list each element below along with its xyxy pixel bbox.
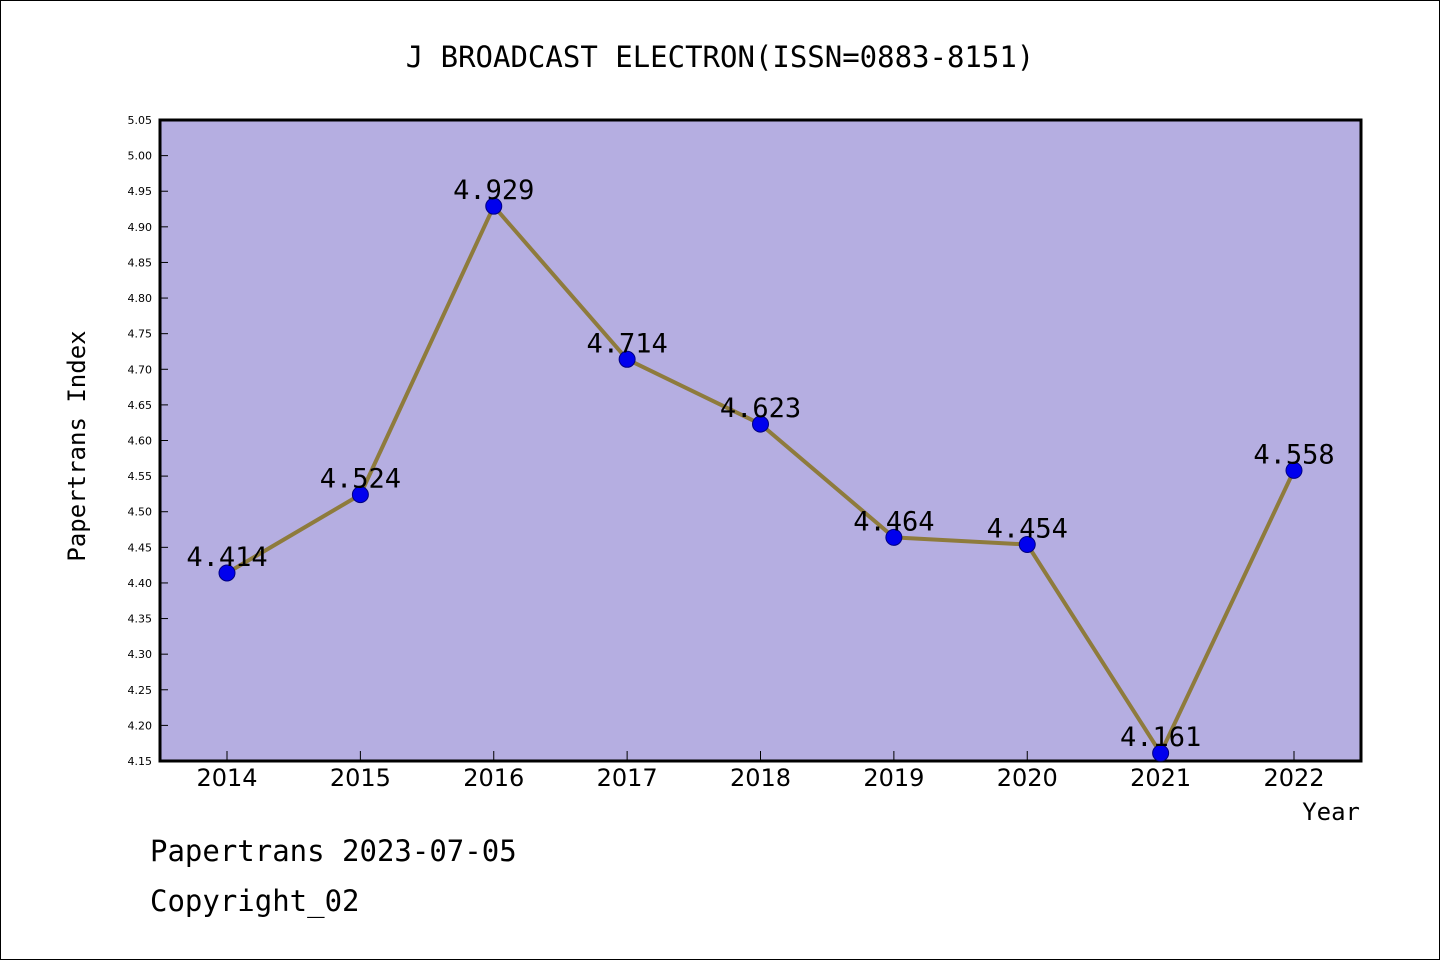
data-label: 4.623 xyxy=(720,393,801,424)
y-axis: 4.15 4.20 4.25 4.30 4.35 4.40 4.45 4.50 4.55 4.60… xyxy=(128,114,168,768)
data-label: 4.558 xyxy=(1253,439,1334,470)
plot-area xyxy=(158,118,1363,763)
x-axis: 2014 2015 2016 2017 2018 2019 2020 2021 2022 xyxy=(196,751,1325,792)
y-tick-label: 4.50 xyxy=(128,506,153,519)
data-label: 4.524 xyxy=(320,464,401,495)
y-tick-label: 4.95 xyxy=(128,185,153,198)
data-point xyxy=(752,415,769,433)
y-tick-label: 4.20 xyxy=(128,719,153,732)
y-tick-label: 4.40 xyxy=(128,577,153,590)
y-tick-label: 4.55 xyxy=(128,470,153,483)
data-point xyxy=(485,197,503,215)
y-tick-label: 5.05 xyxy=(128,114,153,127)
y-tick-label: 4.35 xyxy=(128,613,153,626)
data-point xyxy=(1018,535,1036,553)
x-tick-label: 2022 xyxy=(1263,764,1324,792)
x-tick-label: 2015 xyxy=(330,764,391,792)
data-points xyxy=(218,197,1303,762)
data-point xyxy=(618,350,636,368)
data-point xyxy=(1285,461,1303,479)
data-labels: 4.414 4.524 4.929 4.714 4.623 4.464 4.454 4.161… xyxy=(186,175,1334,753)
data-label: 4.161 xyxy=(1120,722,1201,753)
y-tick-label: 4.70 xyxy=(128,363,153,376)
data-label: 4.454 xyxy=(987,513,1068,544)
x-axis-label: Year xyxy=(1302,798,1360,826)
y-tick-label: 4.80 xyxy=(128,292,153,305)
data-point xyxy=(218,564,236,582)
y-tick-label: 4.60 xyxy=(128,435,153,448)
footer-copyright: Copyright_02 xyxy=(150,884,360,918)
y-tick-label: 4.30 xyxy=(128,648,153,661)
data-point xyxy=(1152,744,1170,762)
x-tick-label: 2018 xyxy=(730,764,791,792)
data-label: 4.714 xyxy=(586,328,667,359)
x-tick-label: 2014 xyxy=(196,764,257,792)
chart-title: J BROADCAST ELECTRON(ISSN=0883-8151) xyxy=(406,40,1035,74)
x-tick-label: 2021 xyxy=(1130,764,1191,792)
data-label: 4.414 xyxy=(186,542,267,573)
y-tick-label: 4.75 xyxy=(128,328,153,341)
x-tick-label: 2017 xyxy=(597,764,658,792)
footer-date: Papertrans 2023-07-05 xyxy=(150,834,517,868)
y-tick-label: 4.90 xyxy=(128,221,153,234)
x-tick-label: 2019 xyxy=(863,764,924,792)
x-tick-label: 2020 xyxy=(997,764,1058,792)
y-tick-label: 4.15 xyxy=(128,755,153,768)
y-tick-label: 4.45 xyxy=(128,541,153,554)
x-tick-label: 2016 xyxy=(463,764,524,792)
y-tick-label: 4.85 xyxy=(128,256,153,269)
y-axis-label: Papertrans Index xyxy=(63,330,91,561)
data-point xyxy=(885,528,903,546)
y-tick-label: 5.00 xyxy=(128,150,153,163)
data-label: 4.464 xyxy=(853,506,934,537)
data-point xyxy=(351,486,369,504)
y-tick-label: 4.65 xyxy=(128,399,153,412)
data-label: 4.929 xyxy=(453,175,534,206)
y-tick-label: 4.25 xyxy=(128,684,153,697)
